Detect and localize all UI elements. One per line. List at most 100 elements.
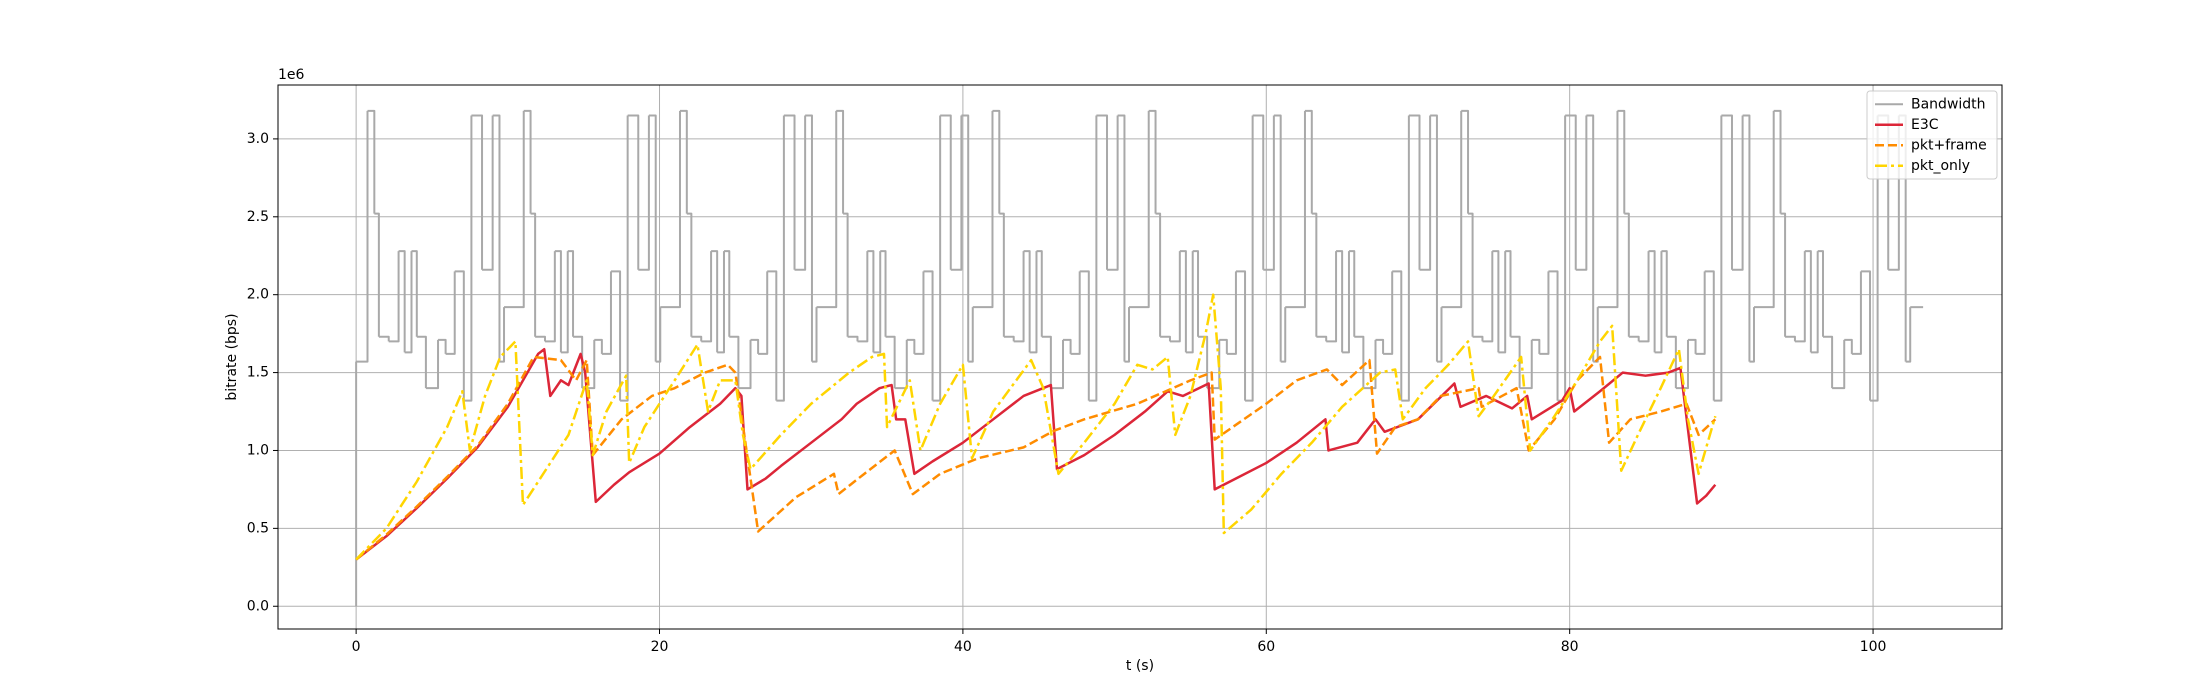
step-segment: [1192, 250, 1200, 337]
step-segment: [544, 251, 556, 343]
step-segment: [1441, 110, 1463, 309]
step-segment: [1041, 335, 1052, 389]
legend-box: [1866, 90, 1998, 180]
step-segment: [1785, 335, 1796, 342]
x-tick-label: 60: [1257, 639, 1275, 655]
step-segment: [1593, 307, 1599, 363]
step-segment: [1638, 251, 1650, 343]
step-segment: [1219, 338, 1228, 354]
step-segment: [504, 110, 525, 309]
step-segment: [1342, 251, 1350, 354]
step-segment: [1124, 307, 1130, 363]
step-segment: [655, 307, 662, 363]
step-segment: [499, 307, 506, 363]
x-tick-label: 40: [954, 639, 972, 655]
step-segment: [1742, 114, 1751, 362]
step-segment: [1823, 335, 1834, 389]
step-segment: [843, 212, 849, 337]
step-segment: [1905, 307, 1912, 363]
series-line: [355, 355, 1717, 561]
step-segment: [1780, 212, 1787, 337]
step-segment: [1117, 114, 1126, 362]
step-segment: [388, 251, 400, 343]
step-segment: [1419, 115, 1432, 271]
step-segment: [1316, 335, 1328, 342]
step-segment: [1804, 250, 1812, 353]
step-segment: [914, 271, 925, 355]
step-segment: [1226, 271, 1237, 355]
step-segment: [1375, 338, 1385, 354]
step-segment: [961, 114, 970, 362]
step-segment: [1832, 339, 1846, 390]
step-segment: [1749, 307, 1755, 363]
step-segment: [1079, 270, 1090, 401]
y-tick-label: 1.0: [247, 442, 269, 458]
step-segment: [1617, 109, 1626, 214]
step-segment: [1666, 335, 1677, 389]
step-segment: [873, 251, 882, 354]
step-segment: [758, 271, 769, 355]
step-segment: [1311, 212, 1318, 337]
step-segment: [1285, 110, 1306, 309]
step-segment: [867, 250, 875, 353]
step-segment: [1817, 250, 1824, 337]
x-axis-label: t (s): [1126, 658, 1154, 674]
x-tick-label: 100: [1860, 639, 1887, 655]
step-segment: [482, 115, 494, 271]
step-segment: [454, 270, 465, 401]
step-segment: [1155, 212, 1162, 337]
step-segment: [1851, 271, 1862, 355]
legend-label: pkt+frame: [1911, 137, 1987, 153]
step-segment: [923, 270, 934, 401]
legend: Bandwidth E3C pkt+frame pkt_only: [1866, 90, 1998, 180]
step-segment: [463, 115, 473, 402]
step-segment: [1160, 335, 1171, 342]
step-segment: [1179, 250, 1187, 353]
x-tick-label: 0: [352, 639, 361, 655]
step-segment: [816, 110, 838, 309]
step-segment: [610, 270, 622, 401]
legend-label: pkt_only: [1911, 158, 1970, 174]
step-segment: [1844, 338, 1853, 354]
step-segment: [1430, 114, 1438, 362]
y-offset-label: 1e6: [278, 67, 305, 83]
step-segment: [374, 212, 380, 337]
step-segment: [560, 251, 569, 354]
step-segment: [411, 250, 418, 337]
step-segment: [492, 114, 501, 362]
step-segment: [729, 335, 740, 389]
step-segment: [1383, 271, 1394, 355]
step-segment: [567, 250, 575, 337]
y-tick-label: 3.0: [247, 131, 269, 147]
step-segment: [1029, 251, 1038, 354]
step-segment: [767, 270, 778, 401]
step-segment: [968, 307, 974, 363]
step-segment: [1860, 270, 1872, 401]
step-segment: [1363, 339, 1377, 390]
step-segment: [1235, 270, 1247, 401]
step-segment: [1013, 251, 1025, 343]
step-segment: [471, 114, 484, 270]
step-segment: [1810, 251, 1819, 354]
y-tick-label: 0.0: [247, 598, 269, 614]
step-segment: [638, 115, 650, 271]
step-segment: [1273, 114, 1282, 362]
step-segment: [940, 114, 952, 270]
step-segment: [1704, 270, 1715, 401]
step-segment: [378, 335, 390, 342]
step-segment: [1036, 250, 1043, 337]
step-segment: [880, 250, 887, 337]
series-line: [355, 293, 1717, 561]
step-segment: [425, 339, 440, 390]
step-segment: [1586, 114, 1595, 362]
legend-label: Bandwidth: [1911, 96, 1986, 112]
step-segment: [1401, 115, 1410, 402]
step-segment: [847, 335, 859, 342]
step-segment: [1472, 335, 1484, 342]
step-segment: [594, 338, 603, 354]
step-segment: [1354, 335, 1365, 389]
x-tick-label: 80: [1561, 639, 1579, 655]
step-segment: [1505, 250, 1512, 337]
step-segment: [723, 250, 731, 337]
